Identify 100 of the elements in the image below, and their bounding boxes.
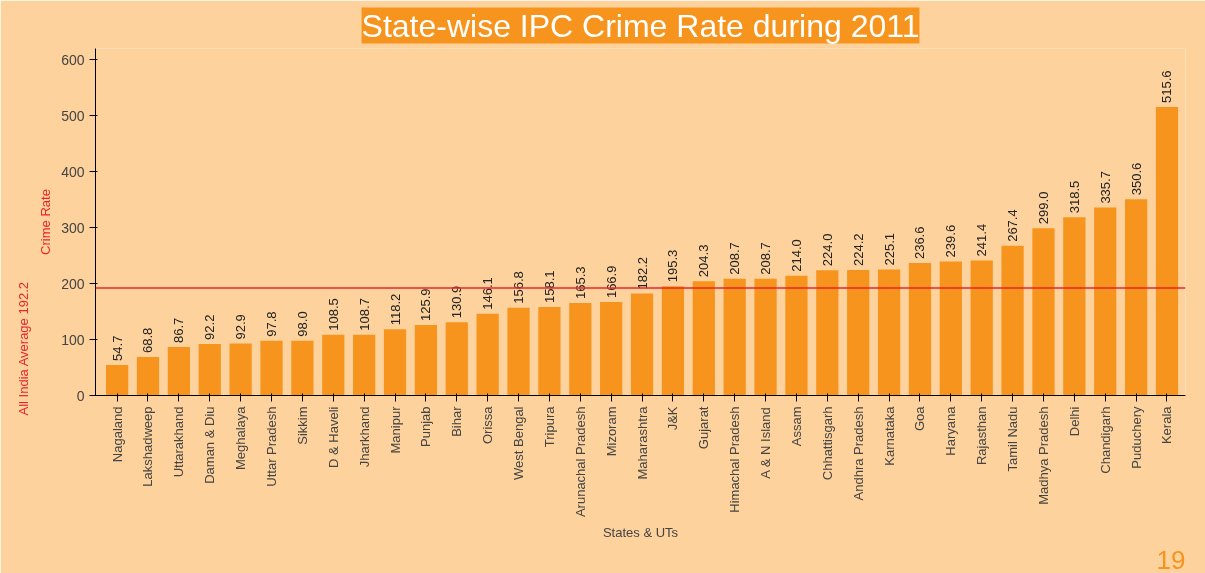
data-label: 335.7	[1097, 171, 1113, 204]
x-tick-label: Manipur	[387, 405, 403, 454]
bar	[1001, 245, 1024, 396]
bar	[970, 260, 993, 396]
x-tick-label: West Bengal	[511, 406, 527, 480]
data-label: 208.7	[727, 242, 743, 275]
bar	[939, 261, 962, 396]
data-label: 130.9	[449, 285, 465, 319]
bar	[723, 278, 746, 396]
bar	[1124, 199, 1148, 396]
y-tick-label: 600	[61, 51, 85, 68]
y-tick-label: 400	[61, 163, 85, 180]
x-axis-title: States & UTs	[602, 525, 679, 541]
data-label: 224.2	[850, 233, 866, 267]
data-label: 97.8	[264, 311, 280, 337]
bar	[476, 313, 499, 396]
x-tick-label: Punjab	[418, 406, 434, 447]
y-tick-label: 100	[61, 331, 85, 348]
bar	[507, 307, 530, 396]
x-tick-label: Madhya Pradesh	[1035, 406, 1051, 505]
bar	[661, 286, 685, 396]
data-label: 108.7	[356, 298, 372, 331]
bar	[414, 325, 438, 396]
data-label: 118.2	[387, 293, 403, 326]
data-label: 125.9	[418, 288, 434, 322]
bar	[445, 322, 468, 396]
data-label: 92.2	[202, 314, 218, 340]
data-label: 204.3	[696, 244, 712, 278]
x-tick-label: Puduchery	[1128, 406, 1144, 469]
data-label: 54.7	[109, 335, 125, 361]
bar	[600, 302, 623, 396]
data-label: 195.3	[665, 249, 681, 283]
data-label: 86.7	[171, 317, 187, 343]
x-tick-label: Orissa	[480, 405, 496, 445]
bar	[136, 356, 160, 396]
bar	[322, 334, 345, 396]
data-label: 350.6	[1128, 162, 1144, 196]
data-label: 515.6	[1159, 70, 1175, 103]
data-label: 98.0	[294, 311, 310, 337]
bar	[785, 275, 808, 396]
bar	[383, 329, 407, 396]
text: 19	[1156, 544, 1186, 573]
data-label: 267.4	[1005, 209, 1021, 242]
x-tick-label: Goa	[912, 405, 928, 432]
x-tick-label: A & N Island	[758, 407, 774, 479]
bar	[877, 269, 901, 396]
x-tick-label: Uttarakhand	[171, 406, 187, 478]
data-label: 241.4	[974, 223, 990, 257]
bar	[847, 270, 870, 396]
bar	[229, 343, 252, 396]
y-tick-label: 500	[61, 107, 85, 124]
x-tick-label: Himachal Pradesh	[727, 406, 743, 513]
data-label: 156.8	[511, 271, 527, 304]
y-tick-label: 300	[61, 219, 85, 236]
bar	[1094, 207, 1117, 396]
x-tick-label: Assam	[788, 406, 804, 447]
x-tick-label: Daman & Diu	[202, 406, 218, 484]
bar	[538, 307, 561, 396]
bar	[198, 343, 221, 396]
bar	[167, 346, 190, 396]
x-tick-label: Chandigarh	[1097, 406, 1113, 474]
x-tick-label: Lakshadweep	[140, 406, 156, 487]
data-label: 166.9	[603, 265, 619, 299]
x-tick-label: Gujarat	[696, 406, 712, 450]
data-label: 158.1	[541, 270, 557, 304]
data-label: 299.0	[1035, 191, 1051, 225]
x-tick-label: Uttar Pradesh	[264, 406, 280, 487]
x-tick-label: Bihar	[449, 405, 465, 437]
x-tick-label: Maharashtra	[634, 405, 650, 480]
data-label: 165.3	[572, 266, 588, 299]
data-label: 146.1	[480, 277, 496, 310]
x-tick-label: Rajasthan	[974, 406, 990, 466]
x-tick-label: D & Haveli	[325, 406, 341, 468]
x-tick-label: Meghalaya	[233, 405, 249, 471]
ref-line-label: All India Average 192.2	[15, 282, 31, 416]
data-label: 318.5	[1066, 180, 1082, 214]
x-tick-label: Delhi	[1066, 406, 1082, 437]
bar	[1032, 228, 1055, 396]
data-label: 208.7	[758, 242, 774, 275]
bar	[569, 302, 592, 396]
x-tick-label: Karnataka	[881, 405, 897, 466]
x-tick-label: Kerala	[1159, 405, 1175, 445]
data-label: 214.0	[788, 239, 804, 272]
bar	[908, 263, 932, 396]
data-label: 182.2	[634, 256, 650, 290]
x-tick-label: Tamil Nadu	[1005, 406, 1021, 472]
data-label: 92.9	[233, 314, 249, 340]
x-tick-label: Sikkim	[294, 406, 310, 445]
data-label: 224.0	[819, 233, 835, 267]
y-tick-label: 0	[76, 387, 85, 404]
bar	[260, 340, 283, 396]
bar	[1155, 106, 1179, 396]
x-tick-label: Chhattisgarh	[819, 406, 835, 481]
y-tick-label: 200	[61, 275, 85, 292]
chart-title: State-wise IPC Crime Rate during 2011	[361, 7, 920, 44]
bar	[816, 270, 839, 396]
bar	[692, 281, 715, 396]
data-label: 236.6	[912, 226, 928, 260]
data-label: 239.6	[943, 224, 959, 258]
bar	[1063, 217, 1086, 396]
